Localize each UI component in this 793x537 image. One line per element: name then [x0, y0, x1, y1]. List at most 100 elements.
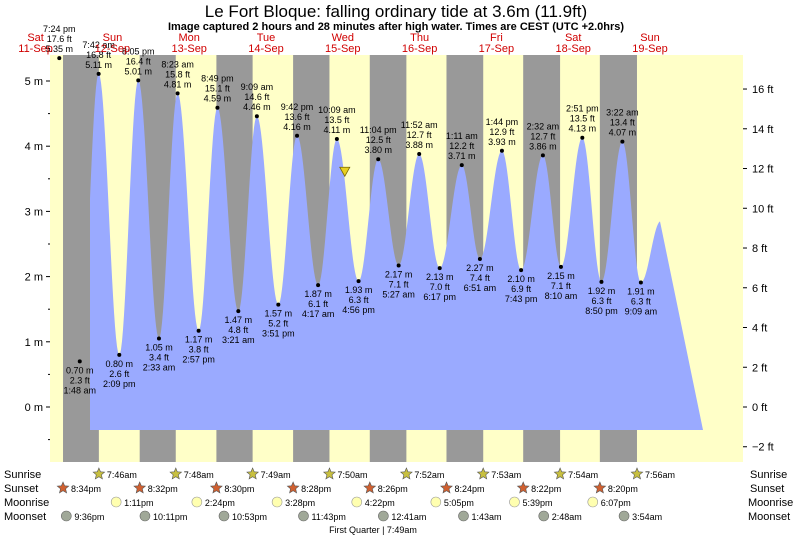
tide-height-m: 2.27 m — [466, 263, 494, 273]
moonrise-row-label-right: Moonrise — [748, 497, 793, 509]
sunset-row-label: Sunset — [4, 483, 38, 495]
sunrise-icon — [92, 467, 106, 480]
tide-height-ft: 2.3 ft — [70, 375, 91, 385]
tide-height-ft: 13.5 ft — [324, 115, 350, 125]
moonset-icon — [458, 510, 469, 522]
low-tide-point — [599, 279, 604, 284]
tide-height-m: 1.91 m — [627, 286, 655, 296]
tide-time: 1:44 pm — [486, 117, 519, 127]
high-tide-point — [620, 139, 625, 144]
chart-subtitle: Image captured 2 hours and 28 minutes af… — [168, 21, 624, 33]
y-tick-label-right: 0 ft — [752, 402, 767, 414]
tide-height-m: 4.13 m — [569, 124, 597, 134]
tide-height-m: 2.15 m — [547, 271, 575, 281]
sunset-icon — [440, 481, 453, 494]
y-tick-label-right: 10 ft — [752, 203, 773, 215]
day-date: 18-Sep — [555, 43, 590, 55]
low-tide-point — [77, 359, 82, 364]
moonrise-icon — [587, 496, 599, 508]
day-name: Fri — [490, 32, 503, 44]
tide-height-m: 3.86 m — [529, 141, 557, 151]
day-date: 15-Sep — [325, 43, 360, 55]
moonset-time: 10:53pm — [232, 512, 267, 522]
tide-time: 1:48 am — [63, 385, 96, 395]
moonrise-time: 4:22pm — [365, 498, 395, 508]
moonrise-icon — [271, 496, 283, 508]
sunrise-icon — [630, 467, 644, 480]
tide-height-ft: 13.4 ft — [610, 118, 636, 128]
tide-height-m: 2.17 m — [385, 270, 413, 280]
y-tick-label-left: 4 m — [25, 141, 43, 153]
sunset-icon — [133, 481, 147, 494]
tide-height-ft: 12.5 ft — [366, 135, 392, 145]
sunset-icon — [286, 481, 300, 494]
tide-height-ft: 3.8 ft — [189, 345, 210, 355]
moonset-time: 10:11pm — [153, 512, 187, 522]
high-tide-point — [175, 91, 180, 96]
sunrise-icon — [553, 467, 567, 480]
axes: 0 m 1 m 2 m 3 m 4 m 5 m −2 ft 0 ft 2 ft 4 ft 6 ft 8… — [25, 47, 774, 454]
high-tide-point — [295, 133, 300, 138]
moonset-time: 2:48am — [552, 512, 582, 522]
high-tide-point — [136, 78, 141, 83]
high-tide-point — [57, 56, 62, 61]
water-area — [90, 74, 703, 430]
tide-time: 5:27 am — [382, 290, 415, 300]
sunrise-time: 7:50am — [337, 470, 367, 480]
low-tide-point — [396, 263, 401, 268]
moonset-icon — [218, 510, 230, 522]
low-tide-point — [437, 266, 442, 271]
astronomy-rows: Sunrise Sunset Moonrise Moonset Sunrise … — [4, 467, 793, 535]
moonset-time: 12:41am — [391, 512, 426, 522]
tide-height-m: 0.80 m — [106, 359, 134, 369]
moonrise-time: 1:11pm — [124, 498, 153, 508]
tide-height-m: 5.01 m — [124, 66, 152, 76]
high-tide-point — [334, 137, 339, 142]
y-tick-label-right: 2 ft — [752, 362, 767, 374]
tide-height-ft: 12.9 ft — [489, 127, 515, 137]
low-tide-point — [477, 256, 482, 261]
tide-time: 11:04 pm — [360, 125, 397, 135]
tide-height-m: 4.07 m — [609, 128, 637, 138]
sunset-icon — [56, 481, 70, 494]
tide-time: 2:32 am — [527, 121, 560, 131]
moonset-icon — [378, 510, 389, 522]
tide-height-ft: 12.7 ft — [530, 131, 556, 141]
tide-height-m: 2.10 m — [507, 274, 535, 284]
day-name: Tue — [257, 32, 276, 44]
tide-height-m: 4.81 m — [164, 79, 192, 89]
low-tide-point — [356, 279, 361, 284]
y-tick-label-right: 6 ft — [752, 283, 767, 295]
day-name: Mon — [178, 32, 199, 44]
day-date: 14-Sep — [248, 43, 283, 55]
tide-height-ft: 12.2 ft — [449, 141, 475, 151]
tide-height-ft: 15.1 ft — [205, 84, 231, 94]
tide-height-m: 2.13 m — [426, 272, 454, 282]
high-tide-point — [417, 152, 422, 157]
sunrise-time: 7:46am — [107, 470, 137, 480]
sunset-time: 8:28pm — [301, 484, 331, 494]
tide-time: 6:17 pm — [423, 292, 456, 302]
moonset-icon — [298, 510, 309, 522]
moonset-icon — [618, 510, 630, 522]
tide-height-m: 5.11 m — [85, 60, 112, 70]
day-date: 11-Sep — [18, 43, 53, 55]
tide-height-ft: 16.4 ft — [126, 56, 152, 66]
low-tide-point — [558, 264, 563, 269]
tide-height-ft: 17.6 ft — [47, 34, 73, 44]
tide-height-ft: 15.8 ft — [165, 69, 191, 79]
tide-height-m: 1.57 m — [265, 309, 293, 319]
tide-height-m: 1.93 m — [345, 285, 373, 295]
sunrise-time: 7:49am — [261, 470, 291, 480]
moonrise-row-label: Moonrise — [4, 497, 49, 509]
sunset-icon — [516, 481, 530, 494]
current-level-marker — [339, 166, 351, 178]
chart-title: Le Fort Bloque: falling ordinary tide at… — [205, 2, 587, 21]
moonset-time: 11:43pm — [312, 512, 346, 522]
y-tick-label-right: 12 ft — [752, 164, 773, 176]
tide-time: 3:22 am — [606, 108, 639, 118]
tide-time: 7:42 am — [82, 40, 115, 50]
sunset-time: 8:20pm — [608, 484, 638, 494]
tide-time: 2:51 pm — [566, 104, 599, 114]
high-tide-point — [499, 148, 504, 153]
